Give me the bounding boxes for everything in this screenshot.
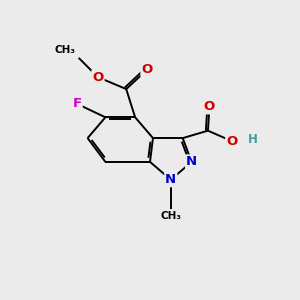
Text: O: O	[204, 100, 215, 113]
Text: N: N	[186, 155, 197, 168]
Text: O: O	[92, 71, 104, 84]
Text: CH₃: CH₃	[160, 211, 181, 221]
Text: F: F	[73, 98, 82, 110]
Text: O: O	[141, 63, 153, 76]
Text: O: O	[226, 135, 237, 148]
Text: CH₃: CH₃	[54, 45, 75, 55]
Text: H: H	[248, 133, 258, 146]
Text: N: N	[165, 173, 176, 186]
